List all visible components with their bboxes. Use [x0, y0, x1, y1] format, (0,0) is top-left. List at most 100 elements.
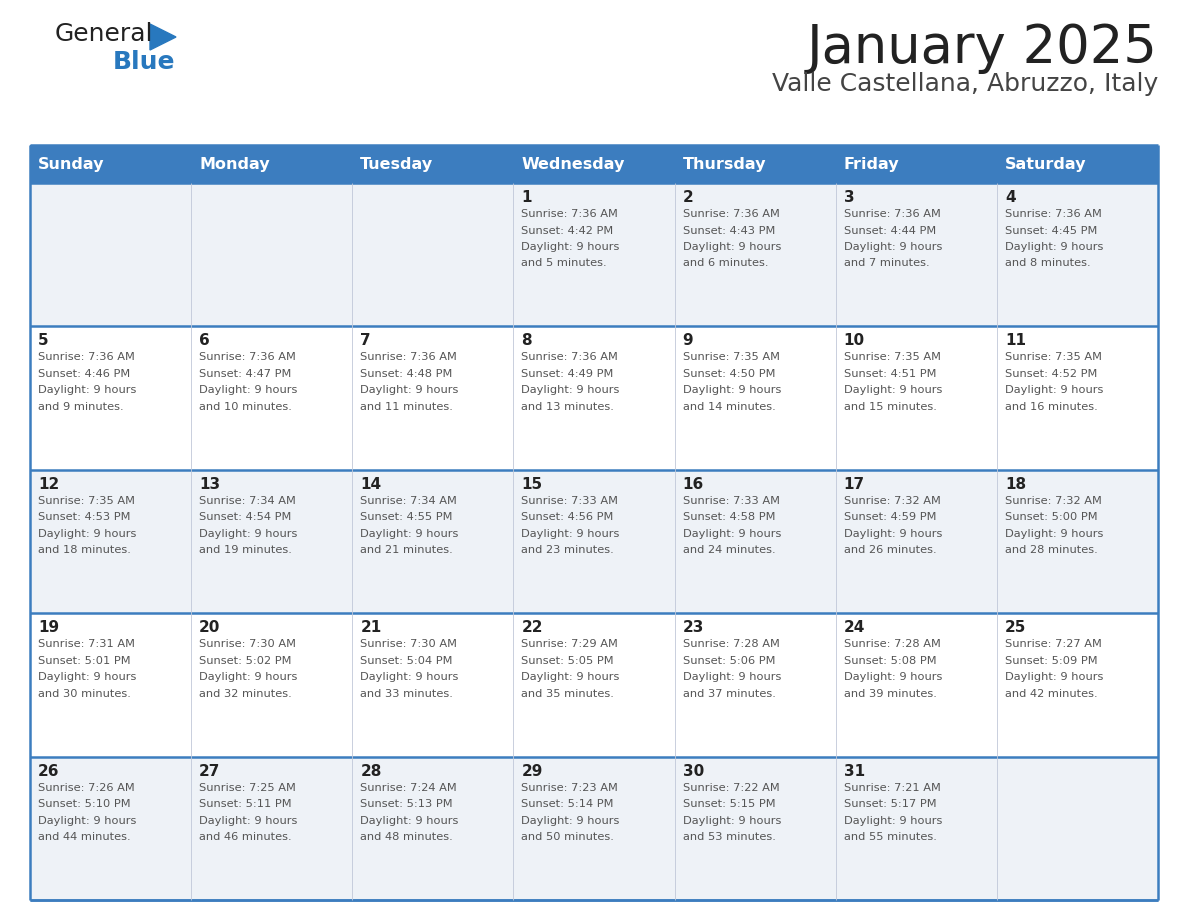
Text: 17: 17	[843, 476, 865, 492]
Text: and 16 minutes.: and 16 minutes.	[1005, 402, 1098, 412]
Text: 2: 2	[683, 190, 694, 205]
Text: Sunset: 4:50 PM: Sunset: 4:50 PM	[683, 369, 775, 379]
Text: Sunset: 4:55 PM: Sunset: 4:55 PM	[360, 512, 453, 522]
Text: Daylight: 9 hours: Daylight: 9 hours	[843, 386, 942, 396]
Text: Saturday: Saturday	[1005, 156, 1086, 172]
Text: Sunset: 5:08 PM: Sunset: 5:08 PM	[843, 655, 936, 666]
Text: Sunset: 4:58 PM: Sunset: 4:58 PM	[683, 512, 775, 522]
Text: 11: 11	[1005, 333, 1026, 349]
Text: Daylight: 9 hours: Daylight: 9 hours	[1005, 529, 1104, 539]
Text: Sunrise: 7:30 AM: Sunrise: 7:30 AM	[200, 639, 296, 649]
Text: and 33 minutes.: and 33 minutes.	[360, 688, 453, 699]
Text: Daylight: 9 hours: Daylight: 9 hours	[200, 672, 297, 682]
Text: and 21 minutes.: and 21 minutes.	[360, 545, 453, 555]
Text: 20: 20	[200, 621, 221, 635]
Text: and 6 minutes.: and 6 minutes.	[683, 259, 769, 268]
Text: Sunrise: 7:27 AM: Sunrise: 7:27 AM	[1005, 639, 1101, 649]
Text: 10: 10	[843, 333, 865, 349]
Text: Sunrise: 7:28 AM: Sunrise: 7:28 AM	[683, 639, 779, 649]
Text: Daylight: 9 hours: Daylight: 9 hours	[200, 815, 297, 825]
Text: Sunrise: 7:36 AM: Sunrise: 7:36 AM	[522, 353, 618, 363]
Text: 26: 26	[38, 764, 59, 778]
Text: Sunrise: 7:36 AM: Sunrise: 7:36 AM	[683, 209, 779, 219]
Text: 30: 30	[683, 764, 703, 778]
Text: Sunset: 4:59 PM: Sunset: 4:59 PM	[843, 512, 936, 522]
Text: Daylight: 9 hours: Daylight: 9 hours	[843, 815, 942, 825]
Text: Sunset: 4:46 PM: Sunset: 4:46 PM	[38, 369, 131, 379]
Text: Sunset: 4:54 PM: Sunset: 4:54 PM	[200, 512, 291, 522]
Text: Daylight: 9 hours: Daylight: 9 hours	[683, 242, 781, 252]
Text: and 48 minutes.: and 48 minutes.	[360, 832, 453, 842]
Text: and 23 minutes.: and 23 minutes.	[522, 545, 614, 555]
Text: and 15 minutes.: and 15 minutes.	[843, 402, 936, 412]
Text: Sunrise: 7:25 AM: Sunrise: 7:25 AM	[200, 783, 296, 792]
Text: Sunrise: 7:36 AM: Sunrise: 7:36 AM	[200, 353, 296, 363]
Text: Sunset: 4:52 PM: Sunset: 4:52 PM	[1005, 369, 1098, 379]
Text: Sunset: 5:17 PM: Sunset: 5:17 PM	[843, 799, 936, 809]
Text: Daylight: 9 hours: Daylight: 9 hours	[1005, 672, 1104, 682]
Text: Daylight: 9 hours: Daylight: 9 hours	[683, 815, 781, 825]
Text: Sunset: 4:51 PM: Sunset: 4:51 PM	[843, 369, 936, 379]
Text: Daylight: 9 hours: Daylight: 9 hours	[683, 386, 781, 396]
Text: Sunset: 5:11 PM: Sunset: 5:11 PM	[200, 799, 292, 809]
Text: Sunset: 5:02 PM: Sunset: 5:02 PM	[200, 655, 291, 666]
Text: and 39 minutes.: and 39 minutes.	[843, 688, 936, 699]
Text: Daylight: 9 hours: Daylight: 9 hours	[200, 529, 297, 539]
Text: Sunrise: 7:35 AM: Sunrise: 7:35 AM	[1005, 353, 1101, 363]
Text: Sunset: 4:45 PM: Sunset: 4:45 PM	[1005, 226, 1098, 236]
Text: Valle Castellana, Abruzzo, Italy: Valle Castellana, Abruzzo, Italy	[772, 72, 1158, 96]
Text: Sunrise: 7:24 AM: Sunrise: 7:24 AM	[360, 783, 457, 792]
Text: Daylight: 9 hours: Daylight: 9 hours	[683, 672, 781, 682]
Text: Sunset: 5:13 PM: Sunset: 5:13 PM	[360, 799, 453, 809]
Text: 25: 25	[1005, 621, 1026, 635]
Text: Sunrise: 7:34 AM: Sunrise: 7:34 AM	[360, 496, 457, 506]
Text: Monday: Monday	[200, 156, 270, 172]
Text: Daylight: 9 hours: Daylight: 9 hours	[522, 529, 620, 539]
Text: Sunrise: 7:32 AM: Sunrise: 7:32 AM	[843, 496, 941, 506]
Text: Daylight: 9 hours: Daylight: 9 hours	[522, 386, 620, 396]
Text: Daylight: 9 hours: Daylight: 9 hours	[360, 386, 459, 396]
Text: Sunrise: 7:31 AM: Sunrise: 7:31 AM	[38, 639, 135, 649]
Text: Sunset: 5:04 PM: Sunset: 5:04 PM	[360, 655, 453, 666]
Text: Daylight: 9 hours: Daylight: 9 hours	[1005, 242, 1104, 252]
Text: and 10 minutes.: and 10 minutes.	[200, 402, 292, 412]
Text: Daylight: 9 hours: Daylight: 9 hours	[38, 529, 137, 539]
Text: Sunrise: 7:36 AM: Sunrise: 7:36 AM	[522, 209, 618, 219]
Text: Sunset: 5:05 PM: Sunset: 5:05 PM	[522, 655, 614, 666]
Text: Blue: Blue	[113, 50, 176, 74]
Text: 23: 23	[683, 621, 704, 635]
Text: Sunset: 4:42 PM: Sunset: 4:42 PM	[522, 226, 614, 236]
Text: and 50 minutes.: and 50 minutes.	[522, 832, 614, 842]
Bar	[30, 613, 1158, 756]
Text: 31: 31	[843, 764, 865, 778]
Text: Daylight: 9 hours: Daylight: 9 hours	[200, 386, 297, 396]
Text: Sunset: 4:47 PM: Sunset: 4:47 PM	[200, 369, 291, 379]
Text: 15: 15	[522, 476, 543, 492]
Text: and 7 minutes.: and 7 minutes.	[843, 259, 929, 268]
Text: 1: 1	[522, 190, 532, 205]
Text: Sunset: 5:14 PM: Sunset: 5:14 PM	[522, 799, 614, 809]
Text: Sunset: 5:06 PM: Sunset: 5:06 PM	[683, 655, 775, 666]
Text: Thursday: Thursday	[683, 156, 766, 172]
Text: Sunrise: 7:33 AM: Sunrise: 7:33 AM	[683, 496, 779, 506]
Text: Sunset: 5:00 PM: Sunset: 5:00 PM	[1005, 512, 1098, 522]
Text: Sunrise: 7:34 AM: Sunrise: 7:34 AM	[200, 496, 296, 506]
Text: Sunrise: 7:32 AM: Sunrise: 7:32 AM	[1005, 496, 1101, 506]
Text: Sunrise: 7:26 AM: Sunrise: 7:26 AM	[38, 783, 134, 792]
Text: and 24 minutes.: and 24 minutes.	[683, 545, 776, 555]
Text: 22: 22	[522, 621, 543, 635]
Text: 21: 21	[360, 621, 381, 635]
Text: Sunrise: 7:35 AM: Sunrise: 7:35 AM	[843, 353, 941, 363]
Text: 6: 6	[200, 333, 210, 349]
Text: and 30 minutes.: and 30 minutes.	[38, 688, 131, 699]
Text: Daylight: 9 hours: Daylight: 9 hours	[1005, 386, 1104, 396]
Text: 18: 18	[1005, 476, 1026, 492]
Bar	[30, 756, 1158, 900]
Text: and 11 minutes.: and 11 minutes.	[360, 402, 453, 412]
Text: 16: 16	[683, 476, 703, 492]
Text: Daylight: 9 hours: Daylight: 9 hours	[38, 386, 137, 396]
Text: Daylight: 9 hours: Daylight: 9 hours	[360, 529, 459, 539]
Text: Sunset: 5:15 PM: Sunset: 5:15 PM	[683, 799, 776, 809]
Text: 27: 27	[200, 764, 221, 778]
Text: Sunset: 4:53 PM: Sunset: 4:53 PM	[38, 512, 131, 522]
